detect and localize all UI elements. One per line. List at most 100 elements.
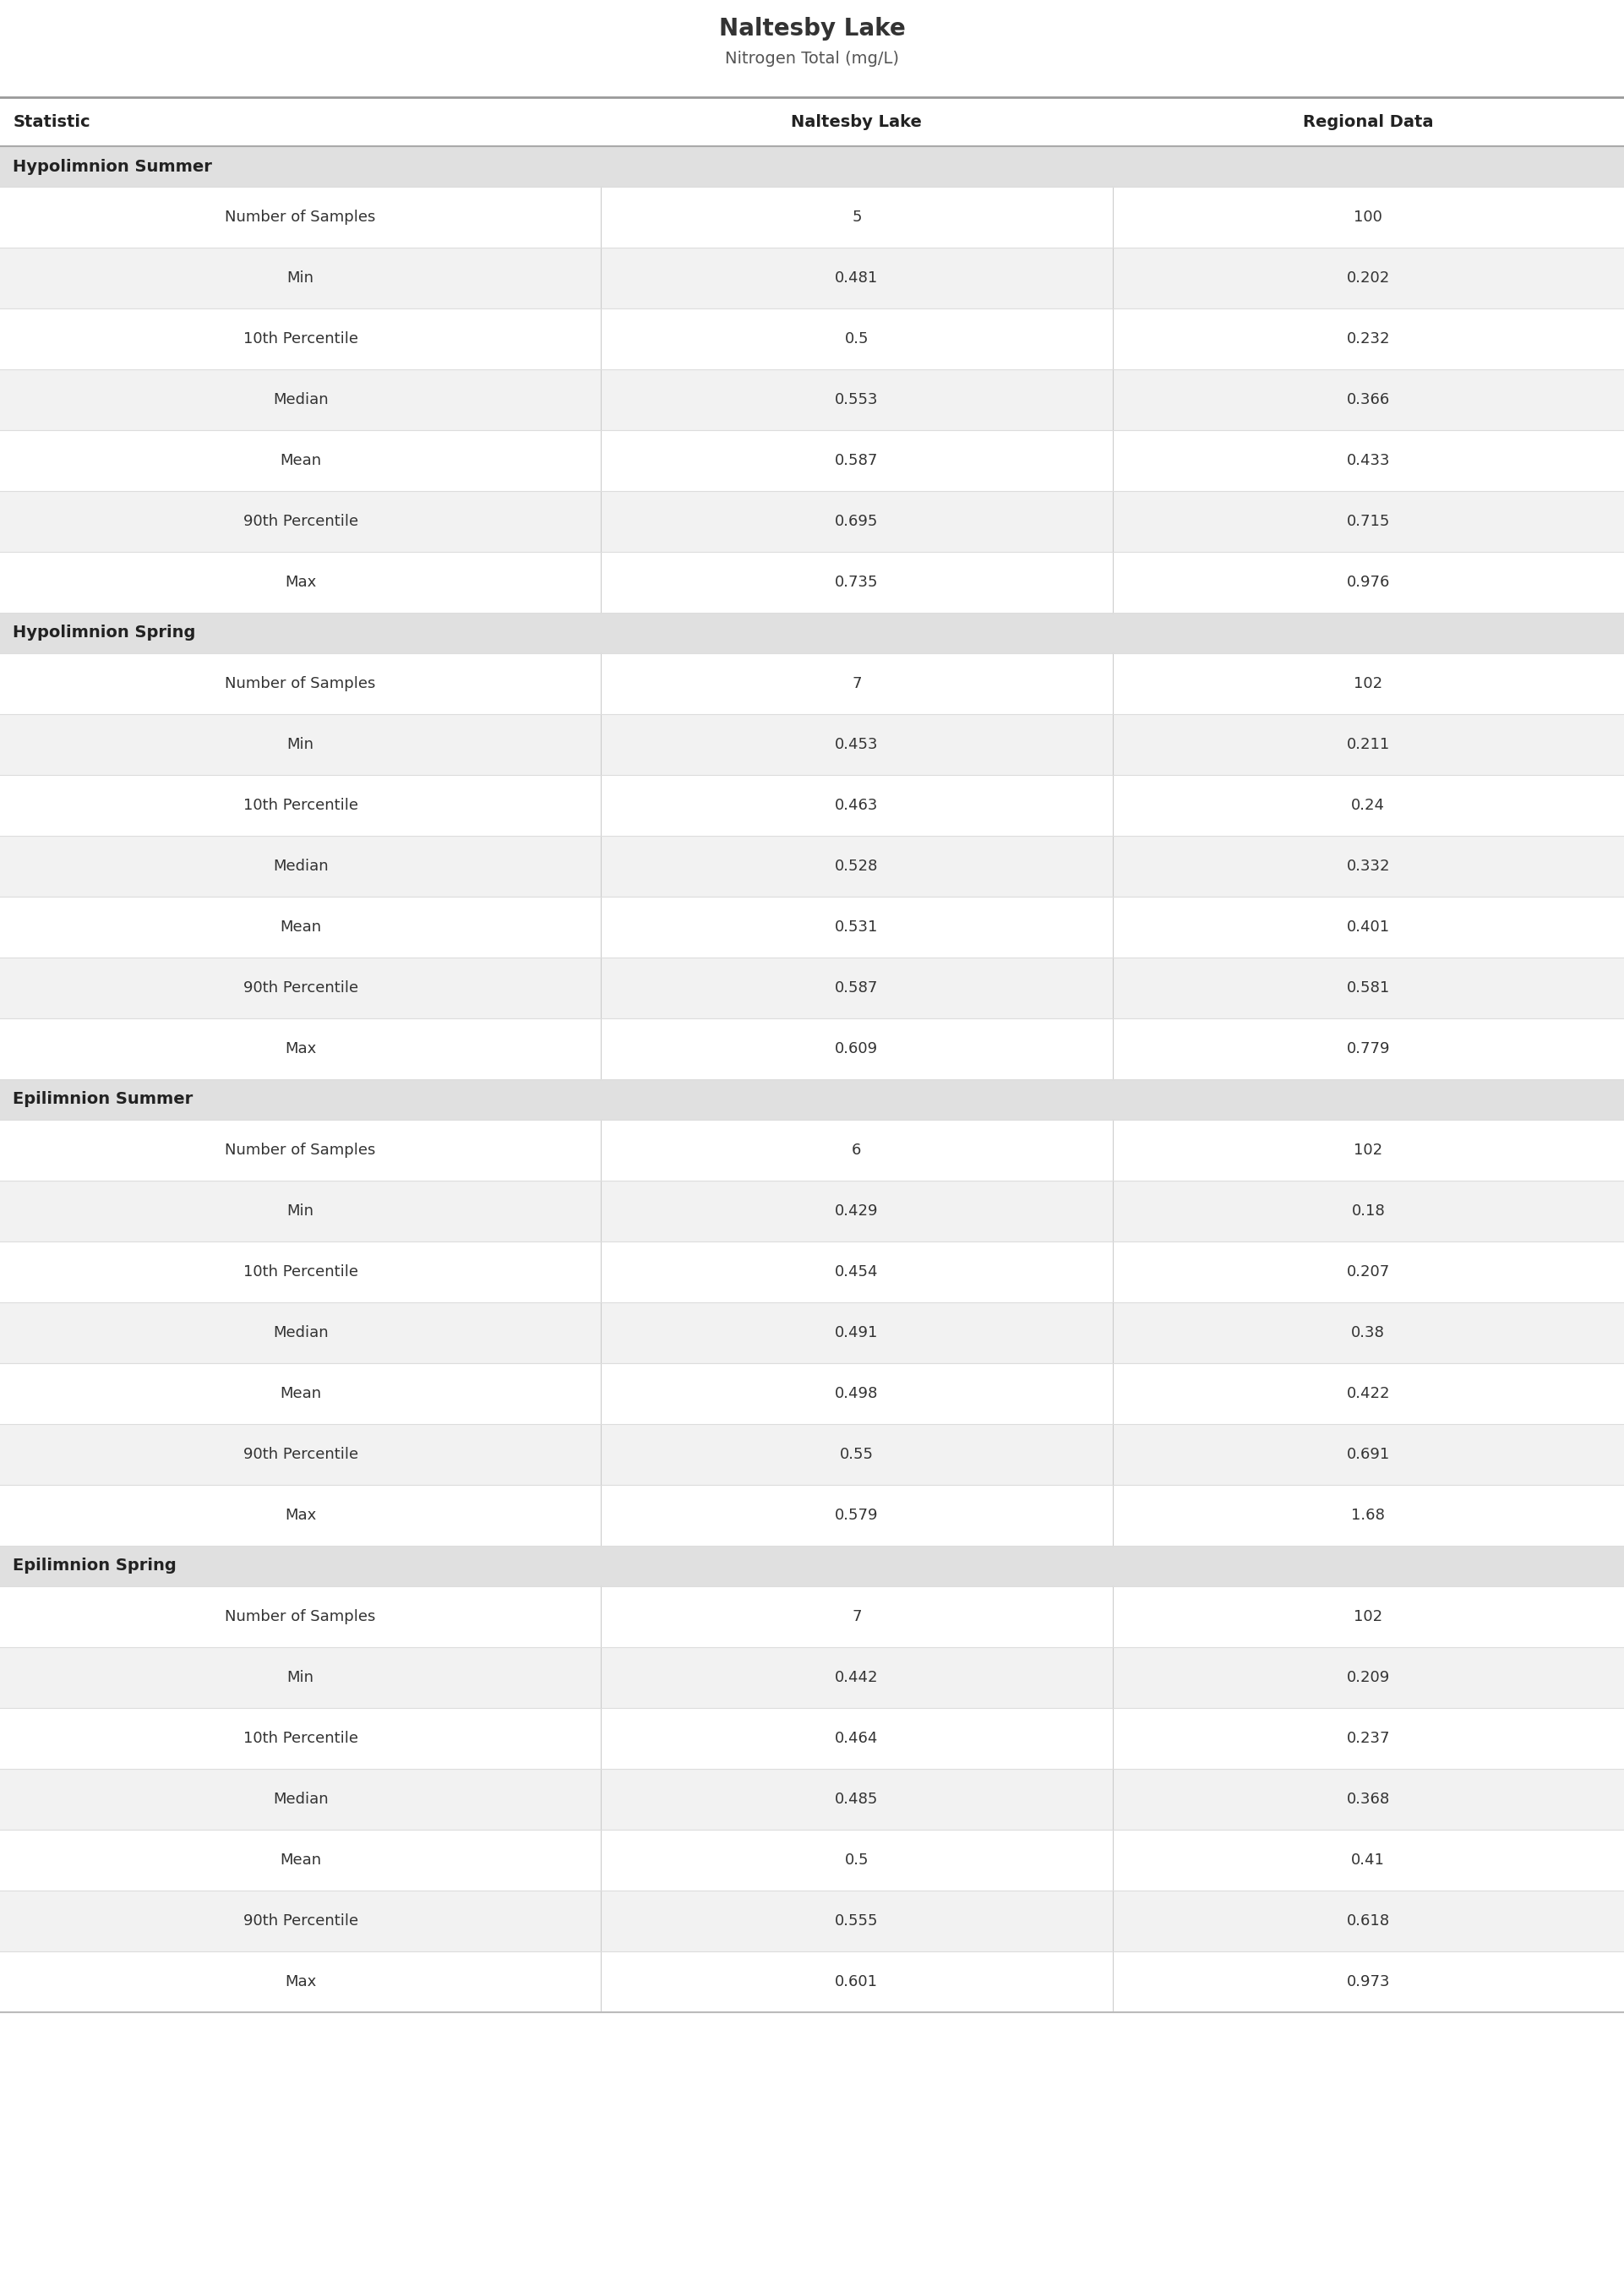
Bar: [0, 247, 1624, 309]
Text: 100: 100: [1354, 209, 1382, 225]
Bar: [0, 1364, 1624, 1423]
Bar: [0, 897, 1624, 958]
Text: 0.202: 0.202: [1346, 270, 1390, 286]
Bar: [0, 1119, 1624, 1180]
Text: Max: Max: [284, 1042, 317, 1056]
Text: 0.715: 0.715: [1346, 513, 1390, 529]
Text: Number of Samples: Number of Samples: [226, 209, 375, 225]
Text: 0.618: 0.618: [1346, 1914, 1390, 1930]
Bar: [0, 835, 1624, 897]
Text: Statistic: Statistic: [13, 114, 91, 129]
Bar: [0, 958, 1624, 1019]
Text: 0.237: 0.237: [1346, 1730, 1390, 1746]
Text: Max: Max: [284, 574, 317, 590]
Text: 0.38: 0.38: [1351, 1326, 1385, 1339]
Text: 1.68: 1.68: [1351, 1507, 1385, 1523]
Text: 0.528: 0.528: [835, 858, 879, 874]
Text: 0.207: 0.207: [1346, 1264, 1390, 1280]
Text: 0.232: 0.232: [1346, 331, 1390, 347]
Text: Mean: Mean: [279, 1387, 322, 1401]
Text: 0.779: 0.779: [1346, 1042, 1390, 1056]
Bar: [0, 1242, 1624, 1303]
Text: Epilimnion Summer: Epilimnion Summer: [13, 1092, 193, 1108]
Text: 10th Percentile: 10th Percentile: [244, 1264, 357, 1280]
Text: Median: Median: [273, 858, 328, 874]
Bar: [0, 431, 1624, 490]
Bar: [0, 1019, 1624, 1078]
Text: 0.209: 0.209: [1346, 1671, 1390, 1684]
Bar: [0, 1485, 1624, 1546]
Text: 7: 7: [853, 1609, 861, 1625]
Text: 0.553: 0.553: [835, 393, 879, 406]
Text: 0.555: 0.555: [835, 1914, 879, 1930]
Text: 7: 7: [853, 676, 861, 692]
Bar: [0, 1707, 1624, 1768]
Text: 90th Percentile: 90th Percentile: [244, 513, 357, 529]
Text: 90th Percentile: 90th Percentile: [244, 1446, 357, 1462]
Bar: [0, 186, 1624, 247]
Text: 102: 102: [1354, 1609, 1382, 1625]
Bar: [0, 370, 1624, 431]
Bar: [0, 1648, 1624, 1707]
Text: 0.695: 0.695: [835, 513, 879, 529]
Text: Min: Min: [287, 1671, 313, 1684]
Text: 10th Percentile: 10th Percentile: [244, 797, 357, 813]
Text: 0.433: 0.433: [1346, 454, 1390, 468]
Text: 0.463: 0.463: [835, 797, 879, 813]
Text: 0.464: 0.464: [835, 1730, 879, 1746]
Text: 0.976: 0.976: [1346, 574, 1390, 590]
Bar: [0, 1546, 1624, 1587]
Bar: [0, 1952, 1624, 2011]
Text: Number of Samples: Number of Samples: [226, 1609, 375, 1625]
Text: 0.491: 0.491: [835, 1326, 879, 1339]
Bar: [0, 774, 1624, 835]
Text: 0.453: 0.453: [835, 738, 879, 751]
Text: 0.368: 0.368: [1346, 1791, 1390, 1807]
Text: Epilimnion Spring: Epilimnion Spring: [13, 1557, 177, 1573]
Text: 0.5: 0.5: [844, 331, 869, 347]
Text: Median: Median: [273, 393, 328, 406]
Text: 0.587: 0.587: [835, 454, 879, 468]
Text: 0.691: 0.691: [1346, 1446, 1390, 1462]
Bar: [0, 1768, 1624, 1830]
Text: 0.366: 0.366: [1346, 393, 1390, 406]
Bar: [0, 98, 1624, 145]
Bar: [0, 552, 1624, 613]
Text: Regional Data: Regional Data: [1302, 114, 1434, 129]
Text: 0.442: 0.442: [835, 1671, 879, 1684]
Text: Min: Min: [287, 270, 313, 286]
Text: 102: 102: [1354, 676, 1382, 692]
Bar: [0, 1078, 1624, 1119]
Text: 90th Percentile: 90th Percentile: [244, 1914, 357, 1930]
Text: 0.454: 0.454: [835, 1264, 879, 1280]
Text: 0.481: 0.481: [835, 270, 879, 286]
Text: 0.41: 0.41: [1351, 1852, 1385, 1868]
Bar: [0, 1303, 1624, 1364]
Text: Median: Median: [273, 1326, 328, 1339]
Bar: [0, 1587, 1624, 1648]
Text: Nitrogen Total (mg/L): Nitrogen Total (mg/L): [724, 50, 900, 66]
Text: 0.401: 0.401: [1346, 919, 1390, 935]
Text: 0.531: 0.531: [835, 919, 879, 935]
Text: 0.332: 0.332: [1346, 858, 1390, 874]
Text: 0.55: 0.55: [840, 1446, 874, 1462]
Text: 0.211: 0.211: [1346, 738, 1390, 751]
Text: 0.422: 0.422: [1346, 1387, 1390, 1401]
Text: 0.579: 0.579: [835, 1507, 879, 1523]
Text: Naltesby Lake: Naltesby Lake: [719, 16, 905, 41]
Bar: [0, 1180, 1624, 1242]
Text: 0.485: 0.485: [835, 1791, 879, 1807]
Text: Number of Samples: Number of Samples: [226, 1142, 375, 1158]
Text: Min: Min: [287, 1203, 313, 1219]
Text: 102: 102: [1354, 1142, 1382, 1158]
Text: 0.581: 0.581: [1346, 981, 1390, 997]
Bar: [0, 1830, 1624, 1891]
Text: Mean: Mean: [279, 1852, 322, 1868]
Text: Hypolimnion Summer: Hypolimnion Summer: [13, 159, 213, 175]
Text: 10th Percentile: 10th Percentile: [244, 331, 357, 347]
Text: Mean: Mean: [279, 919, 322, 935]
Bar: [0, 309, 1624, 370]
Text: 10th Percentile: 10th Percentile: [244, 1730, 357, 1746]
Bar: [0, 715, 1624, 774]
Text: 0.429: 0.429: [835, 1203, 879, 1219]
